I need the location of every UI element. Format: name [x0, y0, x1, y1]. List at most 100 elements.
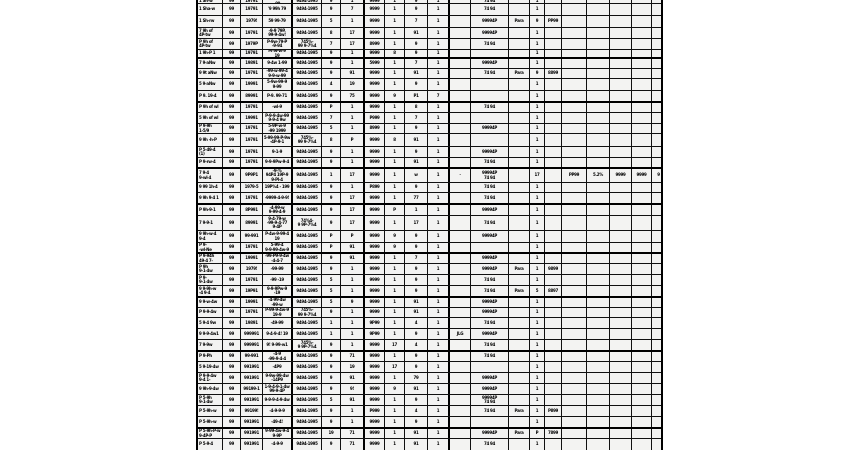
table-cell: 1	[385, 298, 405, 307]
table-cell: 9999	[365, 275, 385, 285]
table-cell	[562, 16, 587, 27]
table-cell: 9999	[365, 439, 385, 450]
table-cell: 1	[341, 124, 365, 133]
table-cell: 991991	[241, 373, 263, 383]
table-cell: 9999	[365, 362, 385, 372]
table-cell	[632, 362, 652, 372]
table-cell: 4	[405, 318, 428, 328]
table-cell	[450, 340, 471, 350]
table-cell: 7 9-9-1	[198, 216, 223, 230]
table-cell	[610, 329, 632, 339]
table-cell: 9	[652, 169, 661, 182]
table-cell	[509, 134, 530, 146]
table-cell	[652, 16, 661, 27]
table-cell: 9	[405, 0, 428, 3]
table-cell: 5	[322, 16, 341, 27]
table-cell: 1	[428, 286, 450, 296]
table-cell: 99	[223, 264, 241, 274]
table-cell: 9	[322, 91, 341, 101]
table-cell	[632, 395, 652, 405]
table-cell: 74 94	[471, 158, 509, 167]
table-cell	[610, 147, 632, 157]
table-cell	[632, 373, 652, 383]
table-cell	[562, 79, 587, 90]
table-cell: 99	[223, 113, 241, 123]
table-cell	[610, 0, 632, 3]
table-cell: 5 9-4 9w	[198, 318, 223, 328]
table-cell: 19991	[241, 79, 263, 90]
table-cell	[632, 183, 652, 192]
table-cell: 9494-1995	[293, 169, 322, 182]
table-cell: -4-99-4w -99-w	[263, 298, 293, 307]
table-cell	[562, 254, 587, 263]
table-cell: 1	[428, 395, 450, 405]
table-cell: 1	[530, 340, 545, 350]
table-cell	[562, 373, 587, 383]
table-cell	[562, 231, 587, 242]
table-cell: 99	[223, 329, 241, 339]
table-cell: 1	[385, 169, 405, 182]
table-cell: 7	[405, 16, 428, 27]
table-row: P 9-94h 49-4 7- 99 19991 -99-P9-9-4w -4-4-7…	[198, 252, 661, 263]
table-cell: 9	[405, 79, 428, 90]
table-cell: 19	[341, 79, 365, 90]
table-cell	[562, 0, 587, 3]
table-cell: '9 99h 79	[263, 4, 293, 15]
table-cell: 99	[223, 183, 241, 192]
table-cell: 19791	[241, 158, 263, 167]
table-cell	[562, 298, 587, 307]
table-cell: 9 99 1h-4	[198, 183, 223, 192]
table-cell	[509, 373, 530, 383]
table-cell	[562, 193, 587, 203]
table-cell: 9999	[365, 395, 385, 405]
table-cell: 1	[428, 216, 450, 230]
table-cell: 745%- 99 9-7%4	[293, 308, 322, 317]
table-cell: 9	[322, 362, 341, 372]
table-cell: 74 94	[471, 340, 509, 350]
table-cell	[471, 91, 509, 101]
table-cell	[545, 318, 562, 328]
table-cell: 9494-1995	[293, 329, 322, 339]
table-cell: 99	[223, 158, 241, 167]
table-cell: 9	[405, 50, 428, 57]
table-cell: 1	[428, 205, 450, 215]
table-cell: 1	[385, 39, 405, 49]
table-cell: 99	[223, 318, 241, 328]
table-cell: 9	[322, 4, 341, 15]
table-cell	[587, 28, 610, 38]
table-cell	[652, 39, 661, 49]
table-cell	[545, 417, 562, 427]
table-cell	[587, 318, 610, 328]
table-cell: 1	[322, 318, 341, 328]
table-cell	[545, 124, 562, 133]
table-cell: 99	[223, 169, 241, 182]
table-cell: 9999	[365, 286, 385, 296]
table-cell: 99994P	[471, 298, 509, 307]
table-cell: 9494-1995	[293, 298, 322, 307]
table-cell	[562, 69, 587, 78]
table-cell: 9	[530, 69, 545, 78]
table-cell: 9	[322, 193, 341, 203]
table-cell	[450, 134, 471, 146]
table-cell: 9-4-79-w -99-9-4-77 9-4P	[263, 216, 293, 230]
table-cell: 1	[428, 193, 450, 203]
table-cell	[450, 298, 471, 307]
table-cell: 1	[341, 318, 365, 328]
table-cell	[545, 193, 562, 203]
table-cell: 1	[428, 373, 450, 383]
table-cell: 9	[322, 340, 341, 350]
table-cell: 9P99	[365, 318, 385, 328]
table-cell: 1	[405, 205, 428, 215]
table-cell	[587, 158, 610, 167]
table-cell: 9494-1995	[293, 384, 322, 394]
table-cell	[632, 264, 652, 274]
table-cell: 99994P	[471, 254, 509, 263]
table-cell	[562, 158, 587, 167]
table-cell: 9899	[545, 264, 562, 274]
table-cell	[632, 286, 652, 296]
table-cell	[587, 439, 610, 450]
table-cell	[450, 39, 471, 49]
table-row: 9 9-9h-w -4 9-4 99 19P91 9-9-9Pw-9 -19 9494-…	[198, 285, 661, 296]
table-cell: 74 94	[471, 406, 509, 416]
table-cell	[450, 286, 471, 296]
